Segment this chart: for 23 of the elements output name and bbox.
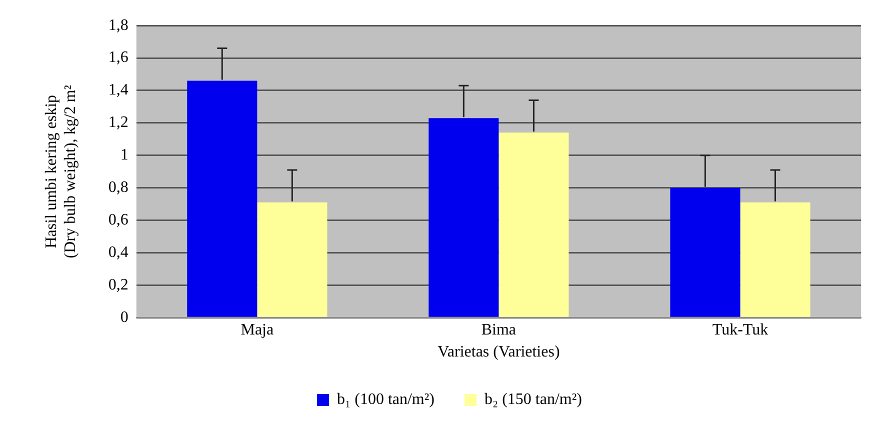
y-axis-title: Hasil umbi kering eskip (Dry bulb weight), kg/2 m² [42,84,80,258]
y-tick-label: 1,4 [108,82,128,99]
y-tick-label: 0 [120,308,128,326]
y-tick-label: 1,8 [108,16,128,34]
bar [257,202,328,317]
x-axis-title: Varietas (Varieties) [438,344,560,361]
bar [498,132,569,317]
legend-label: b₂ (150 tan/m²) [484,391,582,408]
y-tick-label: 0,2 [108,276,128,294]
bar [670,188,740,317]
y-tick-label: 1 [120,146,128,164]
bar [740,202,810,317]
bar [187,80,258,317]
y-tick-label: 0,4 [108,244,128,261]
x-tick-label: Bima [481,321,516,338]
y-tick-label: 1,2 [108,114,128,132]
y-tick-label: 0,8 [108,179,128,196]
x-tick-label: Maja [240,321,274,338]
legend-label: b₁ (100 tan/m²) [337,391,434,408]
y-tick-label: 1,6 [108,49,128,66]
y-tick-label: 0,6 [108,211,128,228]
bar [428,118,499,317]
x-tick-label: Tuk-Tuk [712,321,768,338]
